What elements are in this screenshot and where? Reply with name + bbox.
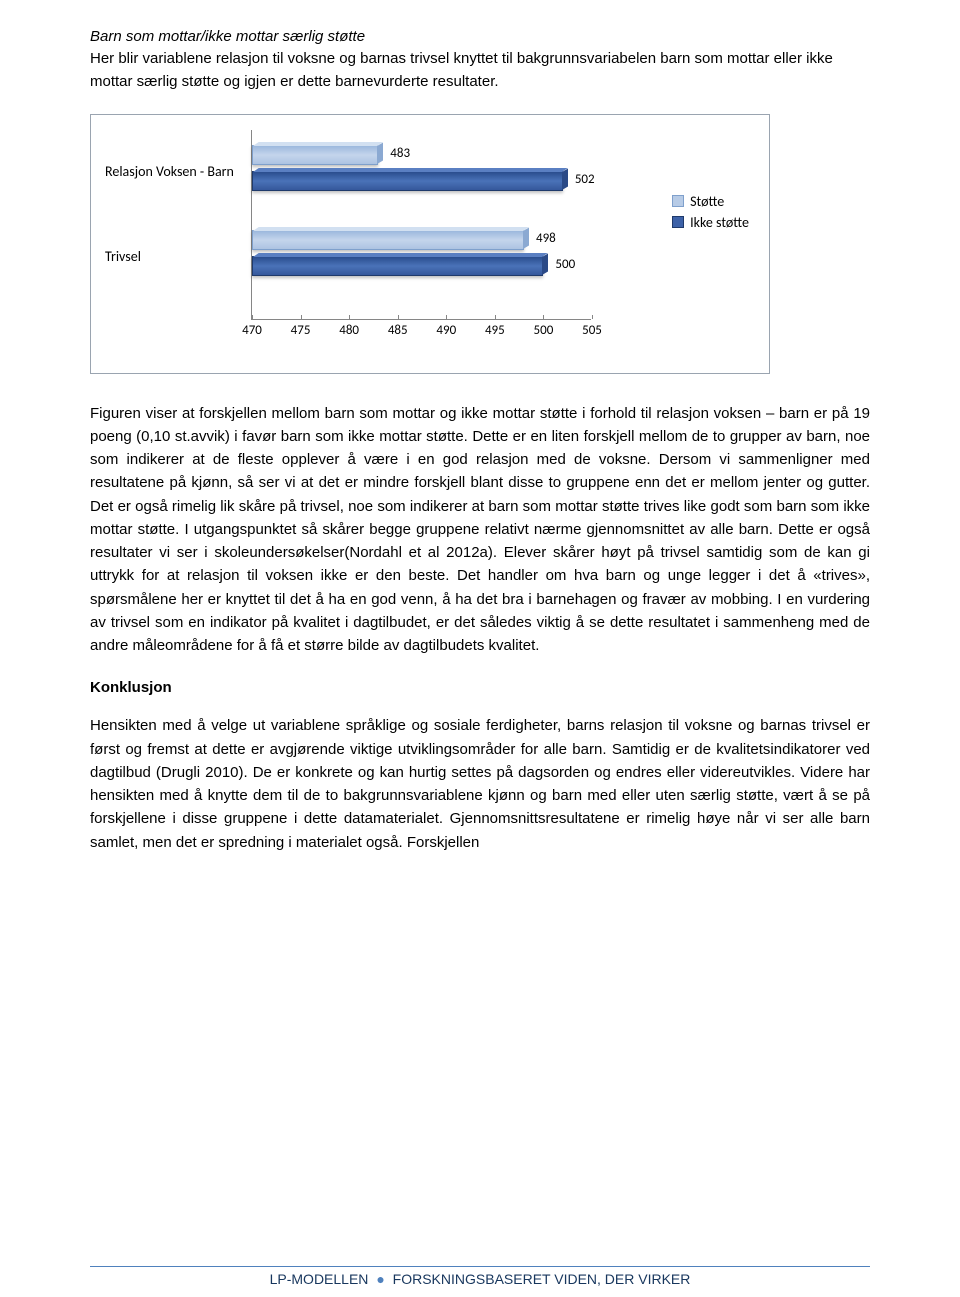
bar-value-label: 500 bbox=[555, 257, 575, 272]
x-tick-label: 480 bbox=[339, 323, 359, 338]
bar-value-label: 483 bbox=[390, 146, 410, 161]
x-tick-label: 500 bbox=[534, 323, 554, 338]
body-paragraph: Figuren viser at forskjellen mellom barn… bbox=[90, 402, 870, 658]
konklusjon-heading: Konklusjon bbox=[90, 679, 870, 696]
legend-label: Ikke støtte bbox=[690, 214, 749, 231]
legend-item: Ikke støtte bbox=[672, 214, 749, 231]
category-label: Relasjon Voksen - Barn bbox=[105, 163, 255, 180]
bar-value-label: 502 bbox=[575, 172, 595, 187]
footer-right: FORSKNINGSBASERET VIDEN, DER VIRKER bbox=[393, 1271, 691, 1287]
bar-value-label: 498 bbox=[536, 231, 556, 246]
chart-legend: Støtte Ikke støtte bbox=[672, 193, 749, 235]
x-tick-label: 475 bbox=[291, 323, 311, 338]
chart-bar bbox=[252, 145, 378, 165]
chart-bar bbox=[252, 171, 563, 191]
chart-bar bbox=[252, 256, 543, 276]
category-label: Trivsel bbox=[105, 248, 255, 265]
x-tick-label: 470 bbox=[242, 323, 262, 338]
x-tick-label: 485 bbox=[388, 323, 408, 338]
legend-label: Støtte bbox=[690, 193, 724, 210]
x-tick-label: 495 bbox=[485, 323, 505, 338]
x-tick-label: 490 bbox=[436, 323, 456, 338]
page-footer: LP-MODELLEN ● FORSKNINGSBASERET VIDEN, D… bbox=[90, 1266, 870, 1287]
section-heading-italic: Barn som mottar/ikke mottar særlig støtt… bbox=[90, 28, 870, 45]
footer-separator-icon: ● bbox=[376, 1271, 384, 1287]
bar-chart: 470 475 480 485 490 495 500 505 483 502 498 500 St… bbox=[90, 114, 770, 374]
legend-item: Støtte bbox=[672, 193, 749, 210]
intro-paragraph: Her blir variablene relasjon til voksne … bbox=[90, 47, 870, 94]
chart-bar bbox=[252, 230, 524, 250]
x-tick-label: 505 bbox=[582, 323, 602, 338]
konklusjon-paragraph: Hensikten med å velge ut variablene språ… bbox=[90, 714, 870, 854]
footer-left: LP-MODELLEN bbox=[270, 1271, 369, 1287]
